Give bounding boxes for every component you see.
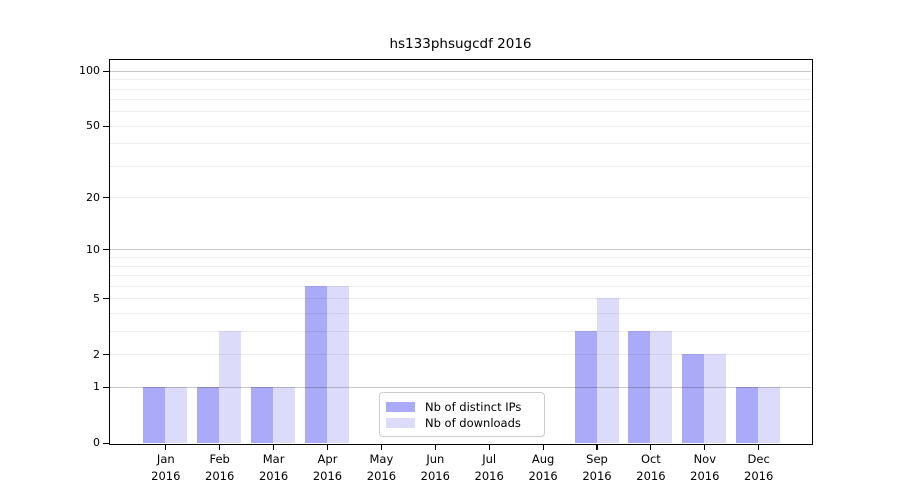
- x-tick-label: May 2016: [366, 452, 397, 483]
- bar-distinct-ips-jan: [143, 386, 166, 443]
- y-tick-label: 50: [86, 119, 100, 133]
- bar-distinct-ips-nov: [682, 354, 705, 443]
- x-tick-label: Nov 2016: [690, 452, 720, 483]
- gridline-minor: [109, 265, 811, 267]
- gridline-minor: [109, 257, 811, 258]
- gridline-minor: [109, 79, 811, 81]
- bar-distinct-ips-dec: [736, 386, 759, 443]
- gridline-minor: [109, 312, 811, 314]
- x-tick-label: Jul 2016: [474, 452, 504, 483]
- y-tick-mark: [103, 70, 109, 72]
- gridline-minor: [109, 99, 811, 101]
- gridline-major: [109, 249, 811, 251]
- gridline-minor: [109, 285, 811, 287]
- legend: Nb of distinct IPs Nb of downloads: [379, 392, 545, 437]
- x-tick-label: Mar 2016: [258, 452, 289, 483]
- y-tick-label: 100: [79, 64, 100, 78]
- x-tick-mark: [758, 444, 760, 450]
- plot-area: [108, 58, 813, 445]
- legend-item-distinct-ips: Nb of distinct IPs: [386, 400, 535, 415]
- x-tick-mark: [434, 444, 436, 450]
- x-tick-mark: [704, 444, 706, 450]
- bar-distinct-ips-apr: [305, 285, 327, 443]
- x-tick-label: Jan 2016: [151, 452, 181, 483]
- gridline-minor: [109, 298, 811, 300]
- x-tick-label: Jun 2016: [420, 452, 450, 483]
- bar-distinct-ips-feb: [197, 386, 220, 443]
- gridline-major: [109, 70, 811, 72]
- y-tick-mark: [103, 386, 109, 388]
- legend-swatch-distinct-ips: [386, 402, 415, 412]
- x-tick-label: Sep 2016: [582, 452, 612, 483]
- x-tick-mark: [650, 444, 652, 450]
- y-tick-label: 2: [93, 347, 100, 361]
- x-tick-mark: [219, 444, 221, 450]
- plot-inner: [109, 60, 811, 443]
- gridline-minor: [109, 354, 811, 355]
- gridline-minor: [109, 275, 811, 276]
- gridline-minor: [109, 143, 811, 145]
- x-tick-label: Dec 2016: [744, 452, 774, 483]
- x-tick-label: Apr 2016: [312, 452, 343, 483]
- legend-swatch-downloads: [386, 418, 415, 428]
- bar-distinct-ips-mar: [251, 386, 274, 443]
- x-tick-mark: [542, 444, 544, 450]
- y-tick-label: 20: [86, 190, 100, 204]
- bar-downloads-mar: [273, 386, 296, 443]
- gridline-minor: [109, 165, 811, 167]
- bar-downloads-nov: [704, 354, 727, 443]
- y-tick-mark: [103, 197, 109, 199]
- bar-downloads-oct: [650, 330, 673, 443]
- gridline-minor: [109, 111, 811, 113]
- gridline-minor: [109, 125, 811, 127]
- y-tick-mark: [103, 249, 109, 251]
- gridline-minor: [109, 88, 811, 90]
- y-tick-mark: [103, 442, 109, 444]
- gridline-major: [109, 386, 811, 388]
- y-tick-label: 1: [93, 380, 100, 394]
- y-tick-mark: [103, 125, 109, 127]
- x-tick-mark: [273, 444, 275, 450]
- x-tick-mark: [596, 444, 598, 450]
- gridline-minor: [109, 197, 811, 199]
- x-tick-mark: [326, 444, 329, 450]
- y-tick-mark: [103, 298, 109, 300]
- bar-downloads-jan: [165, 386, 188, 443]
- legend-label-distinct-ips: Nb of distinct IPs: [425, 400, 522, 414]
- x-tick-mark: [488, 444, 490, 450]
- bar-distinct-ips-oct: [628, 330, 651, 443]
- gridline-minor: [109, 330, 811, 332]
- x-tick-label: Oct 2016: [636, 452, 666, 483]
- x-tick-mark: [165, 444, 167, 450]
- x-tick-label: Aug 2016: [528, 452, 558, 483]
- x-tick-mark: [380, 444, 382, 450]
- y-tick-label: 5: [93, 291, 100, 305]
- legend-item-downloads: Nb of downloads: [386, 416, 535, 431]
- x-tick-label: Feb 2016: [205, 452, 235, 483]
- chart-title: hs133phsugcdf 2016: [389, 36, 532, 52]
- bar-downloads-apr: [327, 285, 349, 443]
- y-tick-mark: [103, 354, 109, 356]
- y-tick-label: 10: [86, 242, 100, 256]
- bar-distinct-ips-sep: [574, 330, 597, 443]
- legend-label-downloads: Nb of downloads: [425, 416, 521, 430]
- bar-downloads-dec: [758, 386, 781, 443]
- bar-downloads-feb: [219, 330, 242, 443]
- y-tick-label: 0: [93, 436, 100, 449]
- bar-downloads-sep: [596, 298, 619, 443]
